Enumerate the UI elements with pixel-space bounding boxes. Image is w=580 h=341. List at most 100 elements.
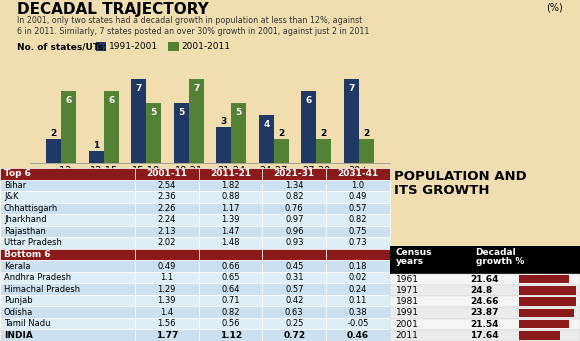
- Bar: [199, 249, 263, 260]
- Text: 0.65: 0.65: [222, 273, 240, 282]
- Bar: [199, 307, 263, 318]
- Text: 6: 6: [108, 96, 114, 105]
- Text: 0.57: 0.57: [285, 285, 303, 294]
- Text: 0.96: 0.96: [285, 227, 303, 236]
- Text: 0.82: 0.82: [349, 216, 367, 224]
- Bar: [0, 283, 135, 295]
- Text: 1.34: 1.34: [285, 181, 303, 190]
- Bar: [0, 249, 135, 260]
- Text: Census
years: Census years: [396, 248, 432, 266]
- Text: 0.42: 0.42: [285, 296, 303, 305]
- Text: 0.97: 0.97: [285, 216, 303, 224]
- Text: In 2001, only two states had a decadal growth in population at less than 12%, ag: In 2001, only two states had a decadal g…: [17, 16, 370, 36]
- Bar: [146, 103, 161, 163]
- Bar: [0, 237, 135, 249]
- Text: 21.64: 21.64: [470, 275, 498, 284]
- Text: 0.82: 0.82: [285, 192, 303, 201]
- Bar: [104, 91, 119, 163]
- Text: 0.73: 0.73: [349, 238, 367, 248]
- Text: 2011: 2011: [396, 331, 419, 340]
- Bar: [326, 272, 390, 283]
- Text: 1.82: 1.82: [222, 181, 240, 190]
- Bar: [390, 246, 580, 273]
- Bar: [46, 139, 61, 163]
- Bar: [326, 214, 390, 226]
- Text: 0.25: 0.25: [285, 319, 303, 328]
- Text: 2001-2011: 2001-2011: [181, 42, 230, 51]
- Text: 24.66: 24.66: [470, 297, 498, 306]
- Text: 2031-41: 2031-41: [337, 169, 379, 178]
- Bar: [135, 307, 199, 318]
- Bar: [231, 103, 246, 163]
- Text: Punjab: Punjab: [4, 296, 32, 305]
- Text: 0.57: 0.57: [349, 204, 367, 213]
- Bar: [0, 272, 135, 283]
- Text: 21.54: 21.54: [470, 320, 498, 329]
- Bar: [326, 283, 390, 295]
- Bar: [135, 295, 199, 307]
- Text: 2.02: 2.02: [158, 238, 176, 248]
- Bar: [0, 329, 135, 341]
- Text: 0.56: 0.56: [222, 319, 240, 328]
- Bar: [263, 249, 326, 260]
- Bar: [199, 203, 263, 214]
- Bar: [326, 260, 390, 272]
- Text: 6: 6: [66, 96, 72, 105]
- Bar: [390, 273, 580, 285]
- Text: 2.54: 2.54: [158, 181, 176, 190]
- Bar: [326, 168, 390, 179]
- Text: Uttar Pradesh: Uttar Pradesh: [4, 238, 62, 248]
- Text: 0.63: 0.63: [285, 308, 303, 317]
- Text: 0.46: 0.46: [347, 331, 369, 340]
- Bar: [263, 307, 326, 318]
- Text: 0.02: 0.02: [349, 273, 367, 282]
- Bar: [263, 272, 326, 283]
- Text: 2021-31: 2021-31: [274, 169, 315, 178]
- Text: 1.1: 1.1: [160, 273, 173, 282]
- Text: 0.49: 0.49: [158, 262, 176, 270]
- Text: 1991-2001: 1991-2001: [108, 42, 158, 51]
- Bar: [519, 286, 576, 295]
- Bar: [199, 237, 263, 249]
- Bar: [390, 318, 580, 330]
- Text: 1.4: 1.4: [160, 308, 173, 317]
- Text: 1.77: 1.77: [155, 331, 178, 340]
- Bar: [131, 79, 146, 163]
- Bar: [390, 307, 580, 318]
- Text: 24.8: 24.8: [470, 286, 492, 295]
- Bar: [326, 318, 390, 329]
- Text: Odisha: Odisha: [4, 308, 33, 317]
- Bar: [135, 191, 199, 203]
- Text: 0.66: 0.66: [222, 262, 240, 270]
- Text: Jharkhand: Jharkhand: [4, 216, 46, 224]
- Bar: [135, 283, 199, 295]
- Bar: [274, 139, 289, 163]
- Text: 0.18: 0.18: [349, 262, 367, 270]
- Text: Top 6: Top 6: [4, 169, 31, 178]
- Text: 1.17: 1.17: [222, 204, 240, 213]
- Text: 1.48: 1.48: [222, 238, 240, 248]
- Text: Kerala: Kerala: [4, 262, 30, 270]
- Text: 2011-21: 2011-21: [210, 169, 251, 178]
- Bar: [199, 226, 263, 237]
- Text: 0.49: 0.49: [349, 192, 367, 201]
- Text: 7: 7: [136, 84, 142, 93]
- Text: Bihar: Bihar: [4, 181, 26, 190]
- Text: 0.82: 0.82: [222, 308, 240, 317]
- Bar: [135, 226, 199, 237]
- Text: 2001-11: 2001-11: [146, 169, 187, 178]
- Bar: [135, 272, 199, 283]
- Text: 7: 7: [348, 84, 354, 93]
- Text: 0.38: 0.38: [349, 308, 367, 317]
- Bar: [326, 203, 390, 214]
- Bar: [199, 191, 263, 203]
- Bar: [263, 283, 326, 295]
- Text: 2001: 2001: [396, 320, 419, 329]
- Text: 2: 2: [278, 129, 284, 138]
- Text: Chhattisgarh: Chhattisgarh: [4, 204, 58, 213]
- Bar: [0, 214, 135, 226]
- Text: 1961: 1961: [396, 275, 419, 284]
- Bar: [263, 329, 326, 341]
- Bar: [0, 191, 135, 203]
- Text: 0.45: 0.45: [285, 262, 303, 270]
